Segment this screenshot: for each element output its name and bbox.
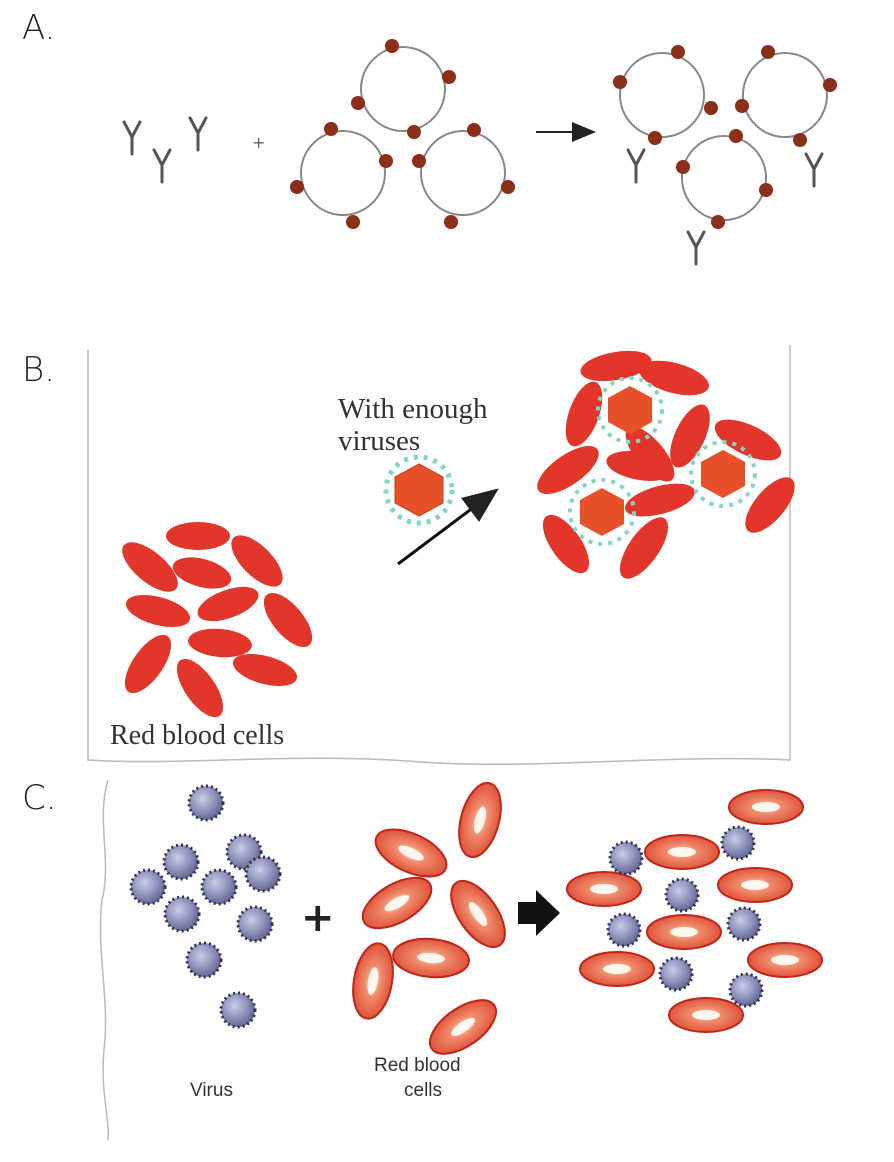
antibody-icon	[122, 120, 142, 156]
panel-a: +	[122, 39, 837, 266]
panel-a-letter: A.	[22, 8, 56, 48]
virus-label-line1: With enough	[338, 393, 488, 425]
panel-b-letter: B.	[22, 350, 56, 390]
virus-group	[129, 784, 282, 1029]
virus-hexagon-icon	[596, 376, 664, 444]
virus-hexagon-icon	[383, 454, 455, 526]
rbc-label-line2: cells	[404, 1080, 442, 1101]
rbc-cells-group	[352, 781, 506, 1055]
antibodies-group	[122, 116, 208, 184]
block-arrow-icon	[518, 890, 560, 936]
virus-hexagon-icon	[689, 440, 757, 508]
antibody-icon	[188, 116, 208, 152]
rbc-label-line1: Red blood	[374, 1055, 461, 1076]
virus-label-line2: viruses	[338, 425, 420, 457]
plus-icon: +	[301, 895, 335, 941]
rbc-agglutinate	[537, 350, 795, 579]
panel-c: Virus + Red blood cells	[99, 779, 823, 1141]
plus-small-icon: +	[252, 133, 265, 152]
enough-virus-arrow	[397, 488, 499, 566]
antibody-icon	[152, 148, 172, 184]
rbc-label: Red blood cells	[110, 720, 284, 751]
agglutinated-beads	[613, 45, 837, 266]
agglutination-lattice	[566, 789, 823, 1033]
panel-b: Red blood cells With enough viruses	[87, 345, 795, 766]
virus-hexagon-icon	[568, 478, 636, 546]
virus-label: Virus	[190, 1080, 233, 1101]
panel-b-frame	[87, 345, 791, 766]
rbc-group-loose	[122, 522, 313, 718]
bead-cluster	[290, 39, 515, 229]
panel-c-letter: C.	[22, 778, 57, 818]
panel-c-frame	[99, 779, 110, 1141]
